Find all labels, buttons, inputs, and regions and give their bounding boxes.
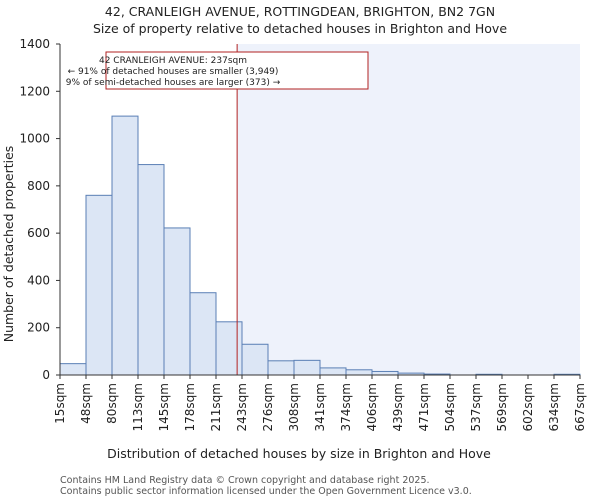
- footer-line-1: Contains HM Land Registry data © Crown c…: [60, 475, 430, 486]
- x-tick-label: 406sqm: [365, 383, 379, 431]
- x-tick-label: 15sqm: [53, 383, 67, 424]
- y-axis-label: Number of detached properties: [1, 146, 16, 343]
- x-tick-label: 374sqm: [339, 383, 353, 431]
- y-tick-label: 0: [42, 368, 50, 382]
- x-tick-label: 602sqm: [521, 383, 535, 431]
- x-tick-label: 439sqm: [391, 383, 405, 431]
- x-tick-label: 667sqm: [573, 383, 587, 431]
- x-tick-label: 113sqm: [131, 383, 145, 431]
- annotation-line-3: 9% of semi-detached houses are larger (3…: [66, 78, 281, 88]
- bar: [59, 363, 87, 376]
- bar: [267, 360, 295, 376]
- x-tick-label: 504sqm: [443, 383, 457, 431]
- x-tick-label: 537sqm: [469, 383, 483, 431]
- x-tick-label: 569sqm: [495, 383, 509, 431]
- annotation-box: [105, 51, 369, 90]
- x-tick-label: 243sqm: [235, 383, 249, 431]
- y-tick-label: 600: [27, 226, 50, 240]
- chart-subtitle: Size of property relative to detached ho…: [93, 21, 507, 36]
- y-tick-label: 200: [27, 321, 50, 335]
- annotation-line-1: 42 CRANLEIGH AVENUE: 237sqm: [99, 56, 247, 66]
- x-tick-label: 80sqm: [105, 383, 119, 424]
- x-axis-label: Distribution of detached houses by size …: [107, 446, 491, 461]
- bar: [319, 367, 347, 376]
- highlight-region: [237, 44, 580, 375]
- bar: [345, 369, 373, 376]
- bar: [215, 321, 243, 376]
- bar: [241, 343, 269, 376]
- x-tick-label: 48sqm: [79, 383, 93, 424]
- bar: [189, 292, 217, 376]
- y-tick-label: 800: [27, 179, 50, 193]
- y-tick-label: 1400: [19, 37, 50, 51]
- bar: [293, 359, 321, 376]
- x-tick-label: 341sqm: [313, 383, 327, 431]
- bar: [85, 194, 113, 376]
- y-tick-label: 1000: [19, 132, 50, 146]
- bar: [111, 115, 139, 376]
- x-tick-label: 178sqm: [183, 383, 197, 431]
- chart-title: 42, CRANLEIGH AVENUE, ROTTINGDEAN, BRIGH…: [105, 4, 495, 19]
- annotation-line-2: ← 91% of detached houses are smaller (3,…: [68, 67, 279, 77]
- x-tick-label: 471sqm: [417, 383, 431, 431]
- x-tick-label: 145sqm: [157, 383, 171, 431]
- x-tick-label: 276sqm: [261, 383, 275, 431]
- x-tick-label: 308sqm: [287, 383, 301, 431]
- x-tick-label: 634sqm: [547, 383, 561, 431]
- x-tick-label: 211sqm: [209, 383, 223, 431]
- bar: [371, 370, 399, 376]
- y-tick-label: 400: [27, 273, 50, 287]
- footer-line-2: Contains public sector information licen…: [60, 486, 472, 497]
- bar: [137, 164, 165, 376]
- y-tick-label: 1200: [19, 84, 50, 98]
- bar: [163, 227, 191, 376]
